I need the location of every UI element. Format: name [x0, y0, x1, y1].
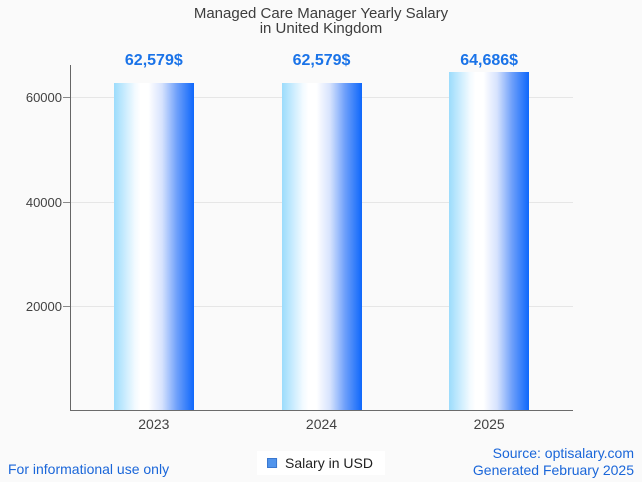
- y-tick-label: 20000: [25, 299, 62, 315]
- disclaimer-text: For informational use only: [8, 461, 170, 477]
- y-axis-tick: [63, 201, 70, 203]
- bar[interactable]: [281, 83, 362, 411]
- source-link[interactable]: Source: optisalary.com: [492, 445, 634, 461]
- category-label: 2025: [473, 416, 505, 432]
- category-label: 2024: [305, 416, 338, 432]
- x-axis-line: [70, 410, 573, 411]
- y-axis-line: [70, 65, 71, 411]
- chart-title-line2: in United Kingdom: [259, 20, 383, 37]
- chart-title-line1: Managed Care Manager Yearly Salary: [193, 5, 449, 22]
- bar[interactable]: [449, 72, 530, 411]
- chart-title: Managed Care Manager Yearly Salary in Un…: [0, 6, 642, 36]
- y-axis-tick: [63, 96, 70, 98]
- legend-label: Salary in USD: [285, 455, 373, 471]
- source-block: Source: optisalary.com Generated Februar…: [473, 445, 634, 479]
- bar[interactable]: [113, 83, 194, 411]
- chart-area: 20000 40000 60000 62,579$ 2023 62,579$ 2024 64,…: [25, 52, 573, 432]
- legend[interactable]: Salary in USD: [257, 451, 385, 475]
- category-label: 2023: [138, 416, 170, 432]
- y-axis-tick: [63, 306, 70, 308]
- y-tick-label: 60000: [25, 89, 62, 105]
- legend-swatch-icon: [267, 458, 278, 468]
- generated-date: Generated February 2025: [472, 462, 634, 478]
- value-label: 64,686$: [460, 52, 519, 69]
- value-label: 62,579$: [124, 52, 183, 69]
- y-tick-label: 40000: [25, 194, 62, 210]
- value-label: 62,579$: [292, 52, 351, 69]
